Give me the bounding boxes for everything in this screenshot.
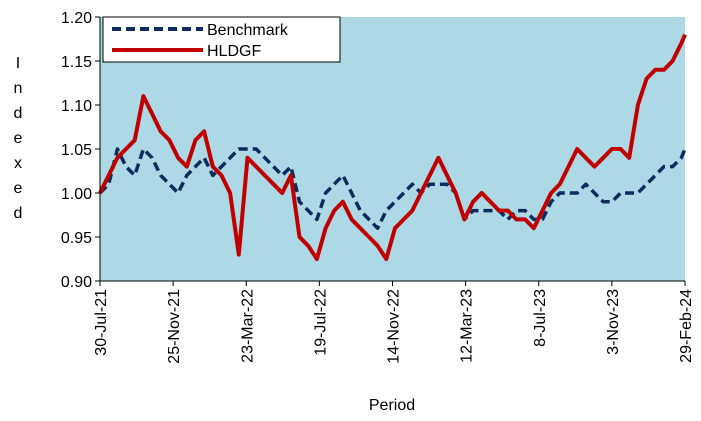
y-tick-label: 0.95 (61, 230, 92, 247)
x-tick-label: 25-Nov-21 (166, 289, 183, 364)
x-tick-label: 8-Jul-23 (532, 289, 549, 347)
x-tick-label: 12-Mar-23 (459, 289, 476, 363)
y-tick-label: 1.20 (61, 10, 92, 27)
legend-box (102, 16, 341, 63)
y-tick-label: 1.10 (61, 98, 92, 115)
legend-label: HLDGF (207, 43, 261, 60)
series-line (98, 147, 687, 230)
x-tick-label: 29-Feb-24 (678, 289, 695, 363)
y-tick-label: 1.05 (61, 142, 92, 159)
x-tick-label: 19-Jul-22 (312, 289, 329, 356)
legend-label: Benchmark (207, 22, 289, 39)
y-tick-label: 0.90 (61, 274, 92, 291)
x-tick-label: 30-Jul-21 (93, 289, 110, 356)
x-axis-title: Period (369, 397, 415, 414)
y-tick-label: 1.15 (61, 54, 92, 71)
series-line (98, 33, 687, 261)
y-tick-label: 1.00 (61, 186, 92, 203)
x-tick-label: 23-Mar-22 (239, 289, 256, 363)
x-tick-label: 14-Nov-22 (386, 289, 403, 364)
x-tick-label: 3-Nov-23 (605, 289, 622, 355)
